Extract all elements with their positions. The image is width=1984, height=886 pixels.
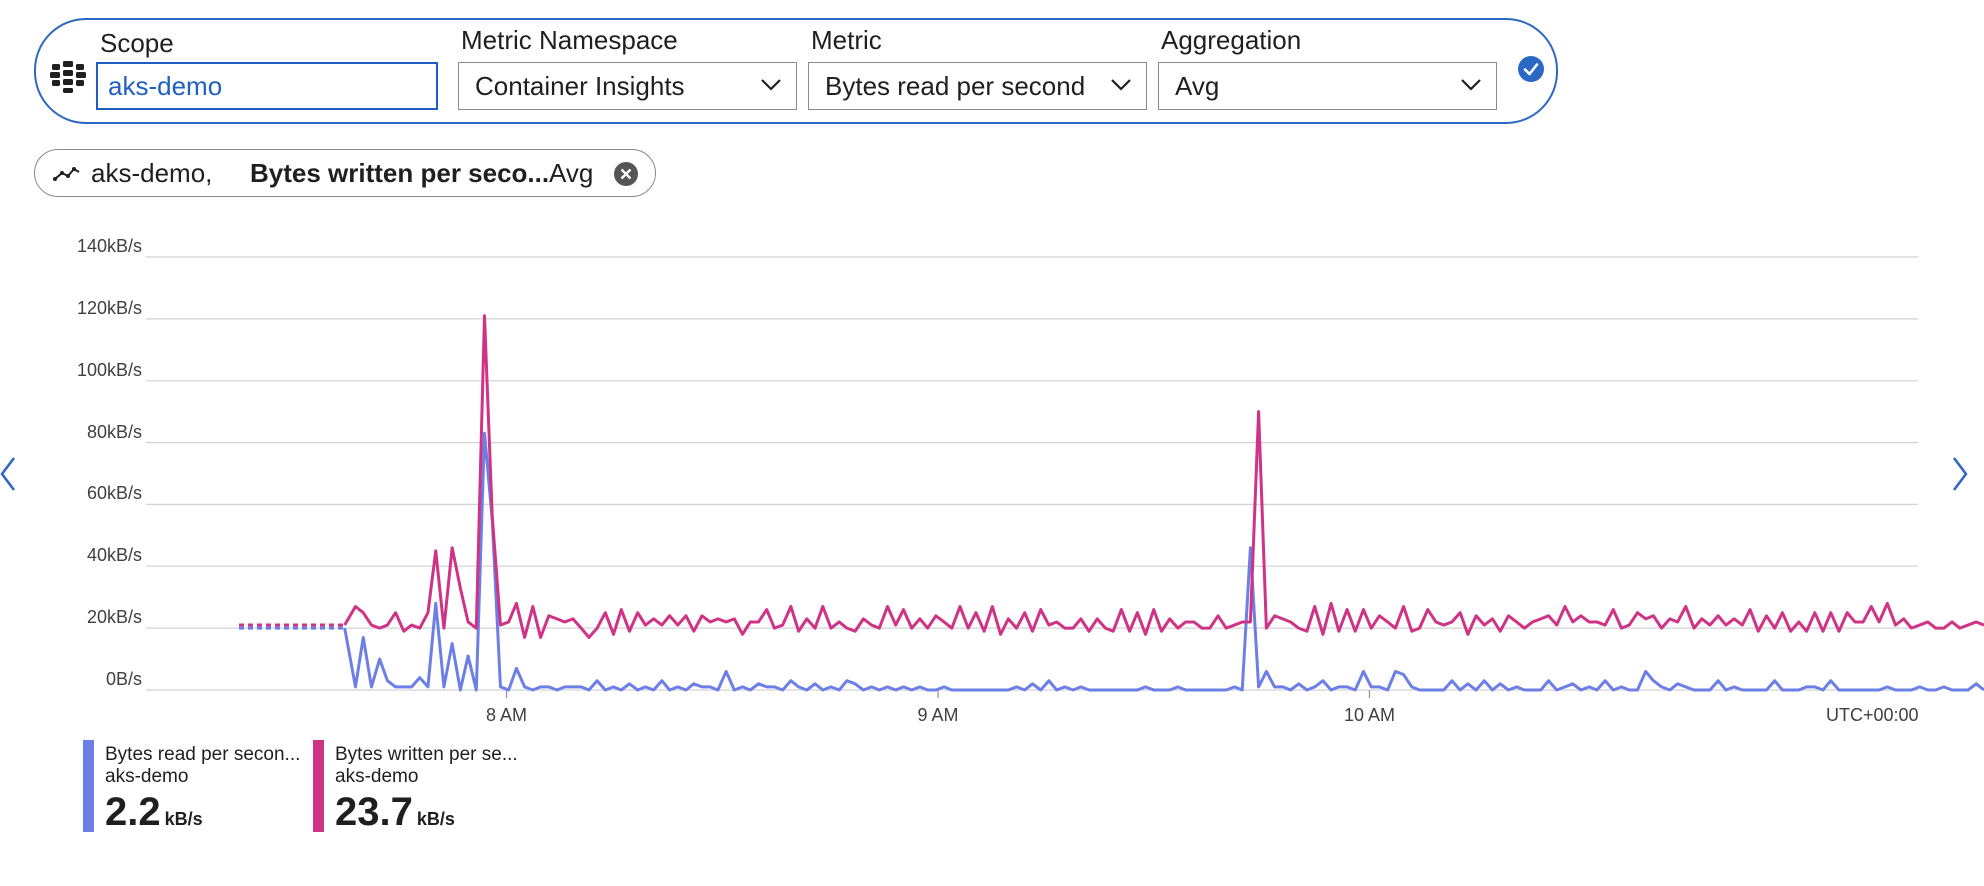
chevron-down-icon [1111, 79, 1131, 91]
aggregation-label: Aggregation [1161, 25, 1302, 55]
y-tick-label: 40kB/s [86, 545, 142, 566]
metric-namespace-label: Metric Namespace [461, 25, 678, 55]
y-tick-label: 80kB/s [86, 421, 142, 442]
x-tick-label: 8 AM [485, 705, 528, 725]
close-icon[interactable] [613, 161, 639, 187]
resource-group-icon [50, 61, 86, 93]
y-tick-label: 100kB/s [76, 359, 142, 380]
chevron-down-icon [1461, 79, 1481, 91]
scope-input[interactable] [96, 62, 438, 110]
y-tick-label: 0B/s [105, 669, 142, 689]
legend-resource: aks-demo [335, 766, 419, 787]
line-chart-icon [53, 167, 80, 181]
legend-metric-name: Bytes written per se... [335, 744, 518, 765]
metric-picker-bar [34, 18, 1558, 124]
legend-value-number: 2.2 [105, 790, 161, 834]
legend-value-unit: kB/s [416, 809, 455, 829]
legend-swatch [313, 740, 324, 832]
pill-resource: aks-demo, [91, 158, 213, 188]
metric-value: Bytes read per second [825, 71, 1086, 101]
legend-metric-name: Bytes read per secon... [105, 744, 301, 765]
chevron-left-icon[interactable] [0, 456, 20, 492]
chevron-down-icon [761, 79, 781, 91]
scope-label: Scope [100, 28, 174, 58]
y-tick-label: 20kB/s [86, 607, 142, 628]
legend-value-number: 23.7 [335, 790, 413, 834]
metric-dropdown[interactable]: Bytes read per second [808, 62, 1147, 110]
metric-namespace-dropdown[interactable]: Container Insights [458, 62, 797, 110]
series-0-line [343, 431, 1984, 692]
metric-pill[interactable]: aks-demo, Bytes written per seco... Avg [34, 149, 656, 197]
legend-swatch [83, 740, 94, 832]
x-tick-label: 10 AM [1343, 705, 1396, 725]
legend-resource: aks-demo [105, 766, 189, 787]
x-tick-label: 9 AM [917, 705, 959, 725]
y-tick-label: 60kB/s [86, 483, 142, 504]
metric-namespace-value: Container Insights [475, 71, 685, 101]
legend-value: 23.7 kB/s [335, 790, 455, 835]
pill-aggregation: Avg [549, 158, 594, 188]
aggregation-value: Avg [1175, 71, 1220, 101]
chevron-right-icon[interactable] [1950, 456, 1970, 492]
legend-item-bytes-written[interactable]: Bytes written per se... aks-demo 23.7 kB/… [313, 740, 523, 835]
legend-value-unit: kB/s [164, 809, 203, 829]
aggregation-dropdown[interactable]: Avg [1158, 62, 1497, 110]
timezone-label: UTC+00:00 [1826, 705, 1919, 725]
y-tick-label: 140kB/s [76, 236, 142, 256]
legend-item-bytes-read[interactable]: Bytes read per secon... aks-demo 2.2 kB/s [83, 740, 300, 835]
series-1-line [343, 314, 1984, 639]
metric-label: Metric [811, 25, 882, 55]
y-tick-label: 120kB/s [76, 297, 142, 318]
pill-metric: Bytes written per seco... [250, 158, 550, 188]
checkmark-icon[interactable] [1517, 55, 1545, 83]
legend-value: 2.2 kB/s [105, 790, 203, 835]
